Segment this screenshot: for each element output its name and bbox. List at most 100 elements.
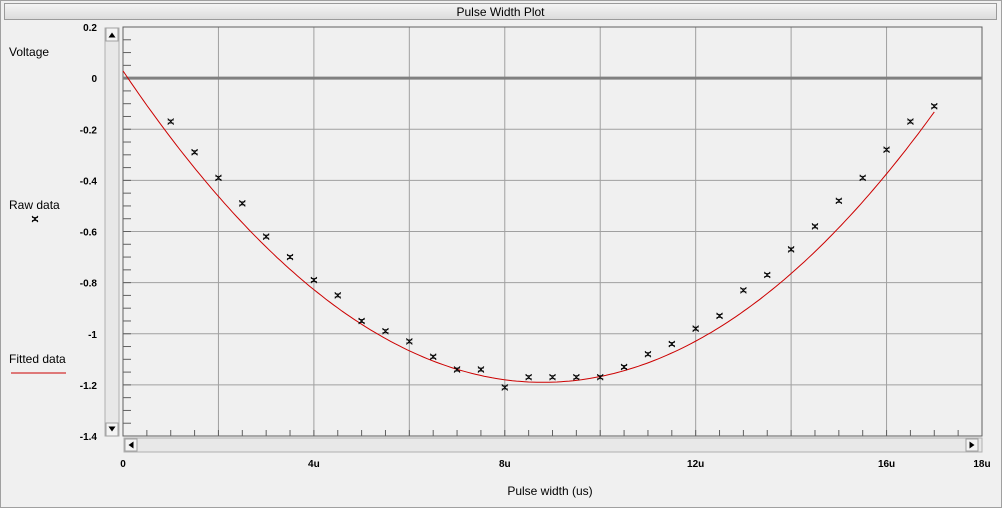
arrow-up-icon: [108, 32, 116, 38]
marker-stroke: [930, 102, 938, 110]
y-axis-label: Voltage: [9, 45, 49, 59]
marker-stroke: [620, 363, 628, 371]
raw-data-point: [286, 253, 294, 261]
marker-stroke: [238, 200, 246, 207]
raw-data-point: [238, 200, 246, 207]
raw-data-point: [525, 373, 532, 381]
raw-data-point: [787, 246, 795, 253]
y-tick-label: -0.4: [80, 176, 98, 187]
marker-stroke: [358, 317, 365, 325]
vertical-scrollbar[interactable]: [104, 27, 120, 437]
raw-data-markers: [167, 102, 938, 391]
raw-data-point: [835, 197, 843, 205]
marker-stroke: [549, 373, 556, 381]
raw-data-point: [596, 373, 604, 381]
marker-stroke: [31, 215, 39, 223]
arrow-down-icon: [108, 426, 116, 432]
marker-stroke: [883, 146, 890, 154]
marker-stroke: [907, 118, 914, 125]
marker-stroke: [191, 148, 198, 156]
marker-stroke: [811, 223, 819, 230]
y-tick-label: -1.2: [80, 381, 98, 392]
y-tick-label: -1: [88, 330, 97, 341]
marker-stroke: [644, 350, 652, 358]
raw-data-point: [716, 312, 723, 320]
raw-data-point: [501, 384, 509, 391]
marker-stroke: [763, 271, 771, 279]
raw-data-point: [334, 292, 342, 299]
marker-stroke: [740, 286, 747, 294]
raw-data-point: [262, 233, 270, 240]
y-tick-label: -0.8: [80, 279, 98, 290]
marker-stroke: [429, 353, 437, 361]
raw-data-point: [382, 327, 389, 335]
raw-data-point: [883, 146, 890, 154]
marker-stroke: [310, 276, 318, 284]
x-axis-title: Pulse width (us): [507, 484, 592, 498]
y-tick-label: -0.6: [80, 228, 98, 239]
raw-data-point: [429, 353, 437, 361]
marker-stroke: [668, 340, 676, 348]
raw-data-point: [907, 118, 914, 125]
marker-stroke: [453, 366, 461, 373]
raw-data-point: [620, 363, 628, 371]
raw-data-point: [668, 340, 676, 348]
raw-data-point: [453, 366, 461, 373]
raw-data-point: [740, 286, 747, 294]
fitted-data-line: [122, 70, 935, 383]
legend-raw-label: Raw data: [9, 198, 60, 212]
marker-stroke: [525, 373, 532, 381]
plot-area: [122, 26, 983, 437]
marker-stroke: [382, 327, 389, 335]
x-tick-labels: 0 4u 8u 12u 16u 18u: [120, 459, 990, 470]
scroll-left-button[interactable]: [124, 438, 138, 452]
y-tick-label: 0: [91, 74, 97, 85]
raw-data-point: [930, 102, 938, 110]
legend: Voltage Raw data Fitted data: [9, 45, 66, 374]
arrow-left-icon: [128, 441, 134, 449]
raw-data-point: [644, 350, 652, 358]
x-tick-label: 0: [120, 459, 126, 470]
marker-stroke: [596, 373, 604, 381]
marker-stroke: [477, 366, 485, 373]
arrow-right-icon: [969, 441, 975, 449]
marker-stroke: [215, 174, 222, 182]
y-tick-label: 0.2: [83, 23, 97, 34]
raw-data-point: [310, 276, 318, 284]
marker-stroke: [859, 174, 867, 182]
marker-stroke: [835, 197, 843, 205]
raw-data-point: [191, 148, 198, 156]
scroll-up-button[interactable]: [105, 27, 119, 42]
raw-data-point: [477, 366, 485, 373]
y-tick-label: -0.2: [80, 125, 98, 136]
x-tick-label: 16u: [878, 459, 895, 470]
raw-data-point: [358, 317, 365, 325]
raw-data-point: [549, 373, 556, 381]
grid-lines: [122, 26, 983, 437]
raw-data-point: [692, 325, 700, 332]
marker-stroke: [405, 338, 413, 345]
raw-data-point: [811, 223, 819, 230]
raw-data-point: [763, 271, 771, 279]
legend-fit-label: Fitted data: [9, 352, 66, 366]
raw-data-point: [859, 174, 867, 182]
x-tick-label: 4u: [308, 459, 320, 470]
legend-marker-glyph: [31, 215, 39, 223]
x-tick-label: 8u: [499, 459, 511, 470]
marker-stroke: [334, 292, 342, 299]
marker-stroke: [501, 384, 509, 391]
raw-data-point: [573, 373, 580, 381]
raw-data-point: [215, 174, 222, 182]
scroll-down-button[interactable]: [105, 422, 119, 437]
horizontal-scrollbar[interactable]: [123, 437, 983, 453]
y-tick-labels: 0.2 0 -0.2 -0.4 -0.6 -0.8 -1 -1.2 -1.4: [80, 23, 98, 443]
x-tick-label: 12u: [687, 459, 704, 470]
marker-stroke: [716, 312, 723, 320]
raw-data-point: [405, 338, 413, 345]
marker-stroke: [167, 118, 175, 125]
legend-raw-marker-icon: [31, 215, 39, 223]
x-tick-label: 18u: [973, 459, 990, 470]
scroll-right-button[interactable]: [965, 438, 979, 452]
